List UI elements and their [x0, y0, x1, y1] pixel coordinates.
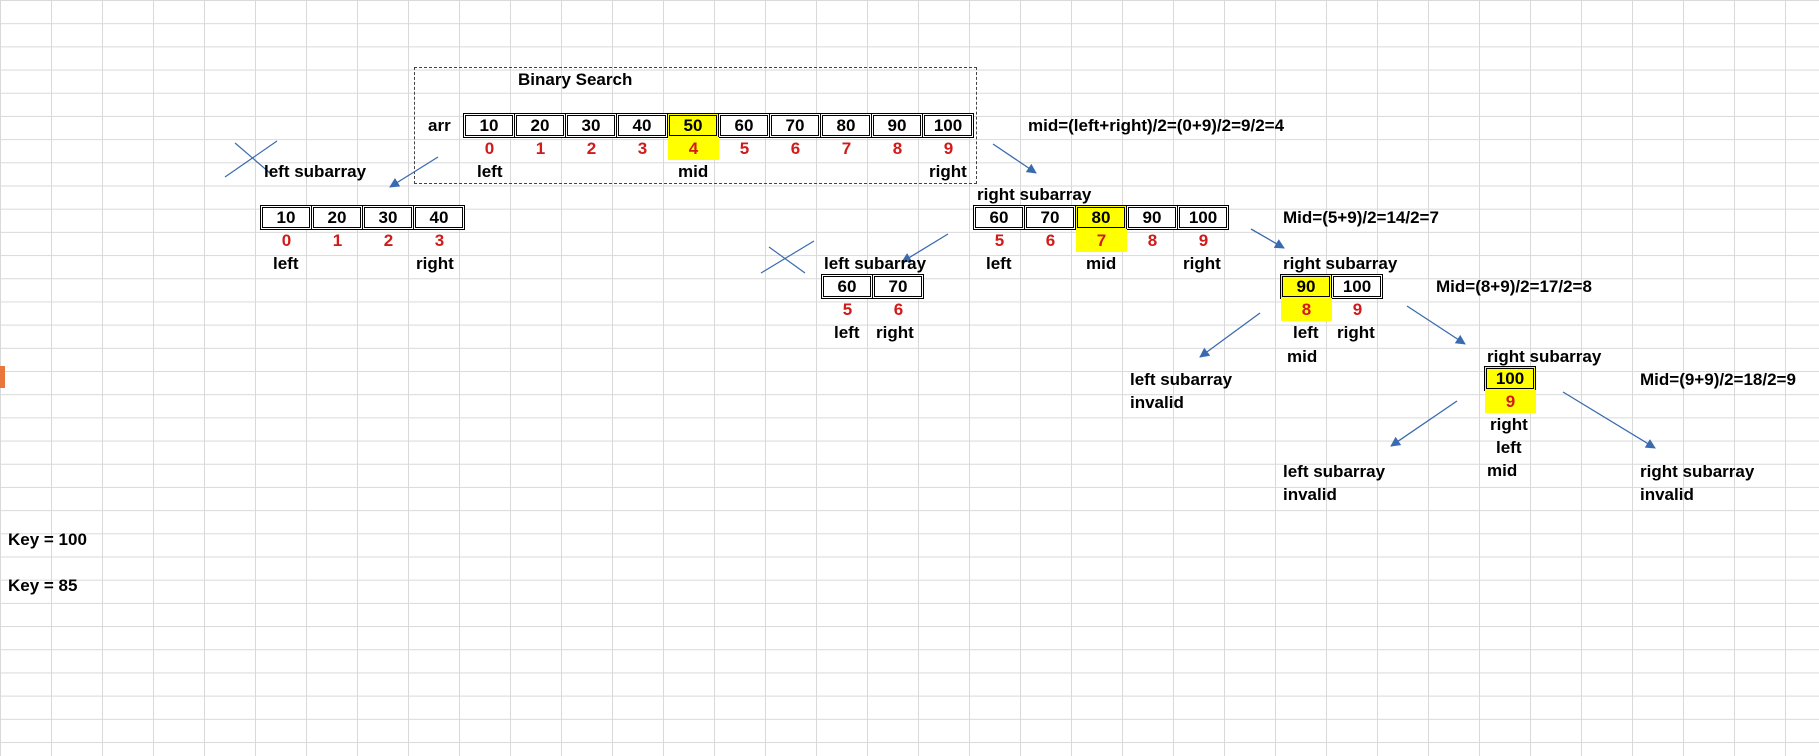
mid-pointer: mid — [678, 162, 709, 181]
index-cell-mid: 8 — [1281, 298, 1332, 321]
cross-mark-2 — [760, 240, 815, 274]
left-pointer: left — [834, 323, 860, 342]
array-cell[interactable]: 100 — [1177, 205, 1229, 230]
right-subarray-2-formula: Mid=(8+9)/2=17/2=8 — [1436, 277, 1592, 296]
left-pointer: left — [1293, 323, 1319, 342]
arrow-to-left-invalid-1 — [1199, 312, 1261, 358]
key-label-2: Key = 85 — [8, 576, 78, 595]
index-cell: 3 — [637, 138, 648, 158]
array-cell[interactable]: 10 — [463, 113, 515, 138]
array-cell[interactable]: 70 — [1024, 205, 1076, 230]
index-cell-mid: 7 — [1076, 229, 1127, 252]
left-subarray-invalid-2-label: left subarray — [1283, 462, 1386, 481]
right-subarray-3-label: right subarray — [1487, 347, 1602, 366]
index-cell: 2 — [586, 138, 597, 158]
array-cell[interactable]: 40 — [413, 205, 465, 230]
left-subarray-label: left subarray — [264, 162, 367, 181]
index-cell: 5 — [842, 299, 853, 319]
index-cell: 8 — [1147, 230, 1158, 250]
array-cell[interactable]: 20 — [514, 113, 566, 138]
right-pointer: right — [1337, 323, 1375, 342]
index-cell: 3 — [434, 230, 445, 250]
array-cell-mid[interactable]: 90 — [1280, 274, 1332, 299]
right-subarray-formula: Mid=(5+9)/2=14/2=7 — [1283, 208, 1439, 227]
main-mid-formula: mid=(left+right)/2=(0+9)/2=9/2=4 — [1028, 116, 1285, 135]
array-cell[interactable]: 20 — [311, 205, 363, 230]
array-cell[interactable]: 60 — [973, 205, 1025, 230]
array-cell[interactable]: 40 — [616, 113, 668, 138]
index-cell: 9 — [1198, 230, 1209, 250]
active-row-marker — [0, 366, 5, 388]
left-subarray-invalid-2-status: invalid — [1283, 485, 1337, 504]
right-pointer: right — [929, 162, 967, 181]
right-subarray-invalid-label: right subarray — [1640, 462, 1755, 481]
right-pointer: right — [416, 254, 454, 273]
array-cell[interactable]: 100 — [922, 113, 974, 138]
index-cell: 1 — [332, 230, 343, 250]
array-cell[interactable]: 70 — [769, 113, 821, 138]
array-cell[interactable]: 60 — [821, 274, 873, 299]
array-cell-mid[interactable]: 100 — [1484, 366, 1536, 391]
index-cell: 6 — [790, 138, 801, 158]
index-cell: 2 — [383, 230, 394, 250]
index-cell-mid: 4 — [668, 137, 719, 160]
index-cell: 9 — [1352, 299, 1363, 319]
right-subarray-3-formula: Mid=(9+9)/2=18/2=9 — [1640, 370, 1796, 389]
index-cell: 5 — [994, 230, 1005, 250]
array-cell[interactable]: 80 — [820, 113, 872, 138]
left-pointer: left — [273, 254, 299, 273]
right-subarray-2-label: right subarray — [1283, 254, 1398, 273]
index-cell: 7 — [841, 138, 852, 158]
array-cell[interactable]: 60 — [718, 113, 770, 138]
index-cell: 6 — [1045, 230, 1056, 250]
left-pointer: left — [477, 162, 503, 181]
arrow-to-left-subarray — [389, 156, 439, 188]
mid-pointer: mid — [1487, 461, 1518, 480]
left-pointer: left — [986, 254, 1012, 273]
right-subarray-invalid-status: invalid — [1640, 485, 1694, 504]
left-pointer: left — [1496, 438, 1522, 457]
index-cell: 0 — [484, 138, 495, 158]
index-cell: 1 — [535, 138, 546, 158]
array-cell[interactable]: 30 — [565, 113, 617, 138]
index-cell: 0 — [281, 230, 292, 250]
array-cell[interactable]: 90 — [1126, 205, 1178, 230]
array-cell[interactable]: 100 — [1331, 274, 1383, 299]
page-title: Binary Search — [518, 70, 633, 89]
array-cell[interactable]: 10 — [260, 205, 312, 230]
right-pointer: right — [876, 323, 914, 342]
arrow-to-right-subarray — [992, 143, 1037, 174]
left-subarray-invalid-1-status: invalid — [1130, 393, 1184, 412]
array-cell-mid[interactable]: 50 — [667, 113, 719, 138]
arrow-to-right-subarray-3 — [1406, 305, 1466, 345]
array-cell[interactable]: 70 — [872, 274, 924, 299]
index-cell-mid: 9 — [1485, 390, 1536, 413]
array-cell[interactable]: 30 — [362, 205, 414, 230]
array-cell-mid[interactable]: 80 — [1075, 205, 1127, 230]
right-subarray-label: right subarray — [977, 185, 1092, 204]
arrow-to-left-subarray-2 — [901, 233, 949, 263]
index-cell: 9 — [943, 138, 954, 158]
index-cell: 6 — [893, 299, 904, 319]
left-subarray-invalid-1-label: left subarray — [1130, 370, 1233, 389]
array-cell[interactable]: 90 — [871, 113, 923, 138]
right-pointer: right — [1183, 254, 1221, 273]
key-label-1: Key = 100 — [8, 530, 87, 549]
index-cell: 5 — [739, 138, 750, 158]
mid-pointer: mid — [1086, 254, 1117, 273]
mid-pointer: mid — [1287, 347, 1318, 366]
arrow-to-right-subarray-2 — [1250, 228, 1285, 249]
right-pointer: right — [1490, 415, 1528, 434]
arrow-to-left-invalid-2 — [1390, 400, 1458, 447]
selection-range — [414, 67, 977, 184]
left-subarray-2-label: left subarray — [824, 254, 927, 273]
cross-mark-1 — [224, 140, 278, 178]
index-cell: 8 — [892, 138, 903, 158]
arrow-to-right-invalid — [1562, 391, 1656, 449]
arr-label: arr — [428, 116, 451, 135]
